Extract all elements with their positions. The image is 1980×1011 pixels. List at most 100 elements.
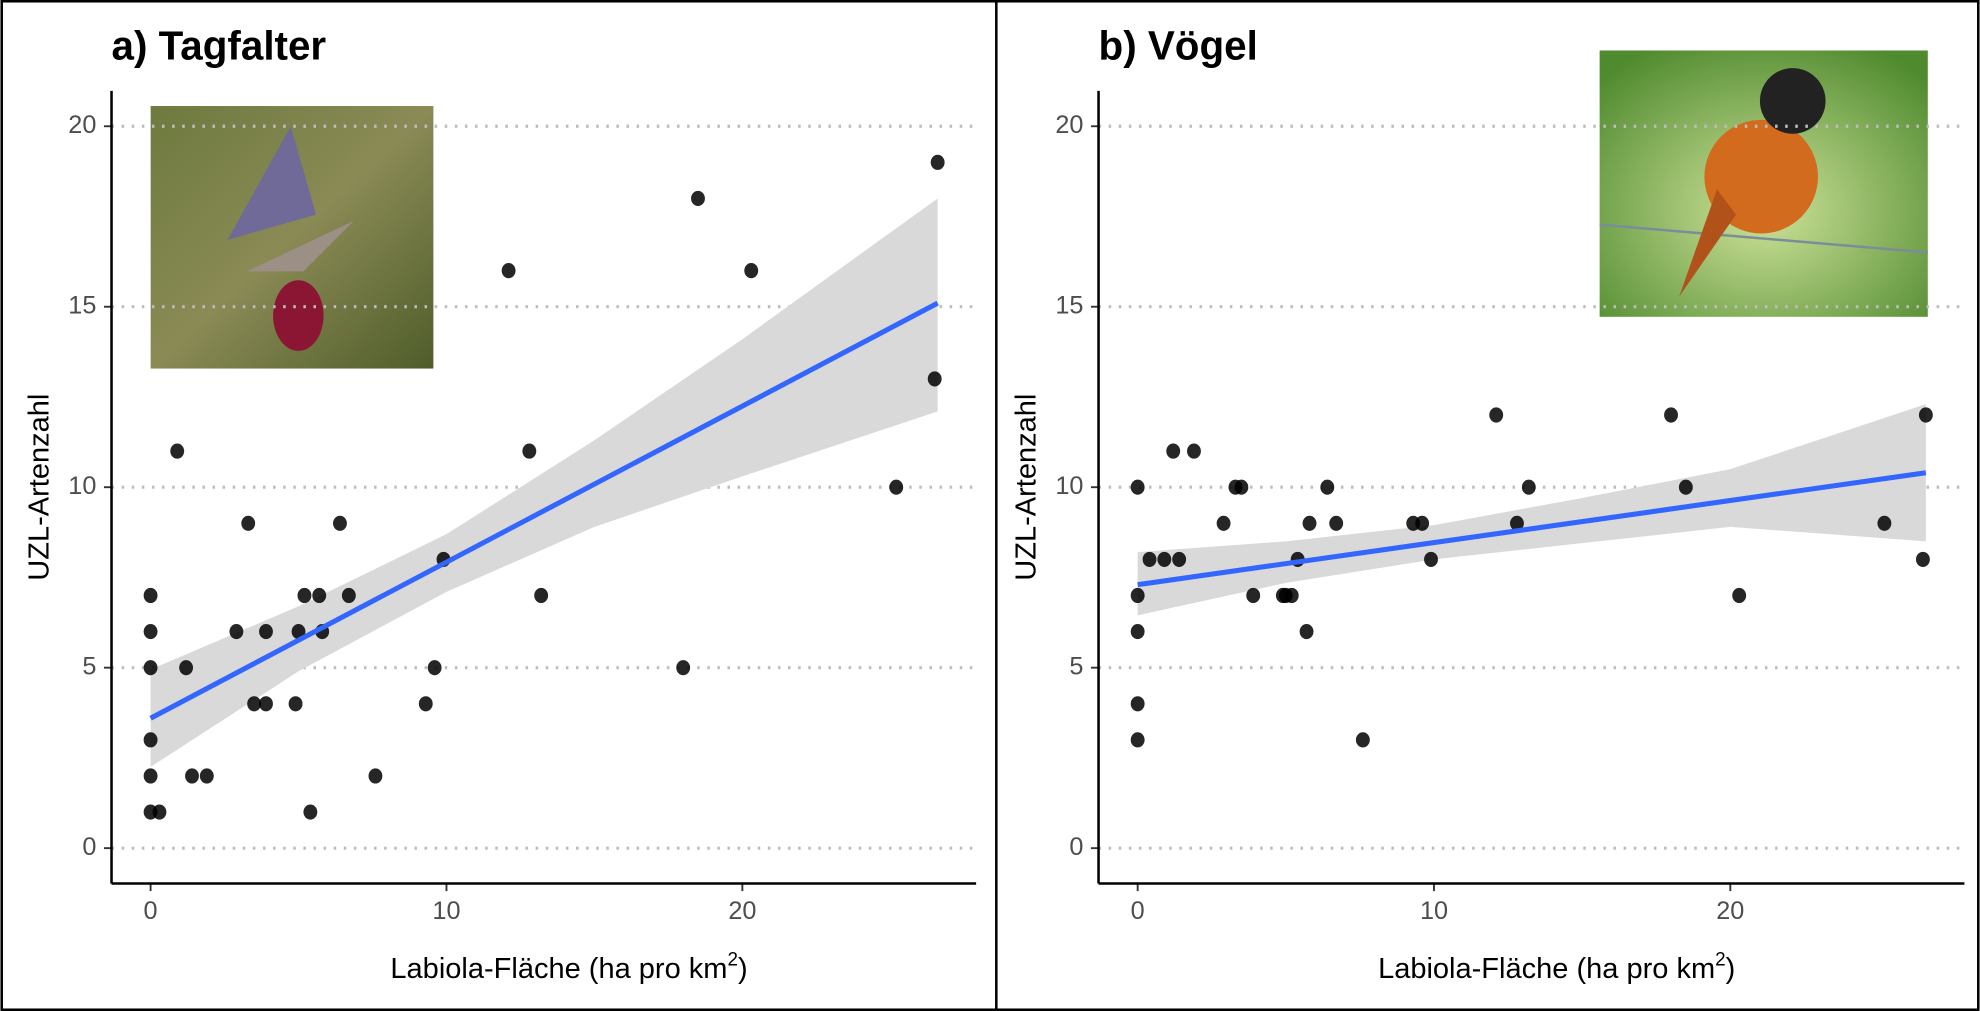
- regression-line: [149, 300, 939, 721]
- data-point: [1664, 407, 1678, 423]
- data-point: [288, 696, 303, 712]
- y-tick-label: 0: [82, 833, 96, 861]
- data-point: [143, 732, 158, 748]
- y-tick-label: 10: [1055, 472, 1083, 500]
- x-tick-label: 10: [432, 897, 460, 925]
- data-point: [676, 660, 691, 676]
- x-tick-label: 0: [144, 897, 158, 925]
- data-point: [1489, 407, 1504, 423]
- data-point: [1130, 696, 1145, 712]
- data-point: [1246, 587, 1261, 604]
- data-point: [259, 624, 273, 640]
- data-point: [1130, 732, 1145, 748]
- x-axis-title-part: ): [1726, 953, 1736, 985]
- data-point: [247, 696, 262, 712]
- data-point: [152, 804, 167, 820]
- data-point: [1216, 515, 1231, 531]
- x-tick-label: 20: [1716, 897, 1744, 925]
- data-point: [1424, 551, 1438, 567]
- y-tick-label: 0: [1069, 833, 1083, 861]
- y-axis-title: UZL-Artenzahl: [1010, 394, 1042, 581]
- data-point: [1130, 624, 1145, 640]
- y-tick-label: 5: [1069, 652, 1083, 680]
- data-point: [930, 154, 945, 170]
- data-point: [1732, 587, 1747, 604]
- data-point: [1157, 551, 1172, 567]
- y-tick-label: 10: [68, 472, 96, 500]
- data-point: [241, 515, 256, 531]
- data-point: [1166, 443, 1181, 459]
- data-point: [1142, 551, 1157, 567]
- data-point: [927, 371, 942, 387]
- data-point: [1187, 443, 1201, 459]
- data-point: [1918, 407, 1933, 423]
- y-axis-title: UZL-Artenzahl: [23, 394, 55, 581]
- y-tick-label: 20: [68, 111, 96, 139]
- panel-title: b) Vögel: [1099, 22, 1258, 68]
- data-point: [1299, 624, 1314, 640]
- data-point: [1510, 515, 1524, 531]
- x-axis-title: Labiola-Fläche (ha pro km2): [1378, 950, 1735, 986]
- data-point: [199, 768, 214, 784]
- x-tick-label: 0: [1131, 897, 1145, 925]
- y-tick-label: 15: [68, 291, 96, 319]
- data-point: [1302, 515, 1317, 531]
- x-axis-title: Labiola-Fläche (ha pro km2): [390, 950, 747, 986]
- confidence-band: [150, 198, 938, 767]
- y-tick-label: 5: [82, 652, 96, 680]
- data-point: [1284, 587, 1299, 604]
- data-point: [143, 768, 158, 784]
- x-axis-title-part: Labiola-Fläche (ha pro km: [390, 953, 727, 985]
- data-point: [368, 768, 383, 784]
- y-tick-label: 15: [1055, 291, 1083, 319]
- data-point: [185, 768, 199, 784]
- data-point: [691, 190, 705, 207]
- data-point: [1355, 732, 1370, 748]
- x-tick-label: 20: [728, 897, 756, 925]
- data-point: [143, 624, 158, 640]
- data-point: [143, 587, 158, 604]
- data-point: [427, 660, 442, 676]
- data-point: [744, 263, 759, 279]
- data-point: [889, 479, 904, 495]
- data-point: [1329, 515, 1344, 531]
- data-point: [179, 660, 194, 676]
- data-point: [1915, 551, 1930, 567]
- data-point: [291, 624, 306, 640]
- panel-title: a) Tagfalter: [112, 22, 327, 68]
- data-point: [312, 587, 327, 604]
- y-tick-label: 20: [1055, 111, 1083, 139]
- confidence-band: [1137, 404, 1926, 616]
- data-point: [1415, 515, 1430, 531]
- data-point: [522, 443, 537, 459]
- data-point: [501, 263, 516, 279]
- data-point: [259, 696, 273, 712]
- data-point: [1234, 479, 1249, 495]
- x-axis-title-part: ): [738, 953, 748, 985]
- x-axis-title-part: Labiola-Fläche (ha pro km: [1378, 953, 1715, 985]
- x-tick-label: 10: [1420, 897, 1448, 925]
- data-point: [143, 660, 158, 676]
- data-point: [1130, 587, 1145, 604]
- data-point: [229, 624, 244, 640]
- data-point: [1172, 551, 1187, 567]
- data-point: [303, 804, 318, 820]
- data-point: [333, 515, 347, 531]
- x-axis-title-part: 2: [728, 950, 739, 971]
- data-point: [534, 587, 549, 604]
- data-point: [1877, 515, 1892, 531]
- data-point: [1320, 479, 1335, 495]
- data-point: [341, 587, 356, 604]
- data-point: [297, 587, 312, 604]
- data-point: [1130, 479, 1145, 495]
- regression-line: [1137, 470, 1927, 588]
- data-point: [1521, 479, 1536, 495]
- data-point: [418, 696, 433, 712]
- x-axis-title-part: 2: [1715, 950, 1726, 971]
- photo-bird: [1599, 50, 1928, 317]
- data-point: [170, 443, 185, 459]
- data-point: [1678, 479, 1693, 495]
